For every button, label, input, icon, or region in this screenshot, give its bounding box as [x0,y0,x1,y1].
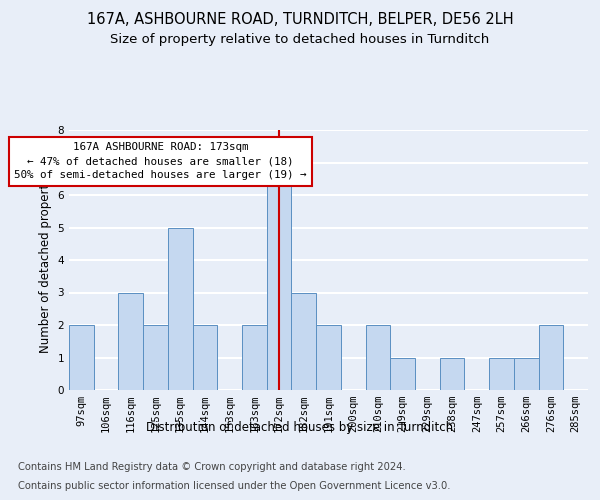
Bar [440,358,464,390]
Text: Contains HM Land Registry data © Crown copyright and database right 2024.: Contains HM Land Registry data © Crown c… [18,462,406,472]
Bar [316,325,341,390]
Bar [292,292,316,390]
Text: 167A ASHBOURNE ROAD: 173sqm
← 47% of detached houses are smaller (18)
50% of sem: 167A ASHBOURNE ROAD: 173sqm ← 47% of det… [14,142,307,180]
Bar [489,358,514,390]
Bar [168,228,193,390]
Text: Distribution of detached houses by size in Turnditch: Distribution of detached houses by size … [146,421,454,434]
Bar [69,325,94,390]
Bar [118,292,143,390]
Bar [514,358,539,390]
Bar [242,325,267,390]
Y-axis label: Number of detached properties: Number of detached properties [39,167,52,353]
Bar [143,325,168,390]
Bar [365,325,390,390]
Bar [539,325,563,390]
Bar [193,325,217,390]
Text: 167A, ASHBOURNE ROAD, TURNDITCH, BELPER, DE56 2LH: 167A, ASHBOURNE ROAD, TURNDITCH, BELPER,… [86,12,514,28]
Bar [267,162,292,390]
Text: Contains public sector information licensed under the Open Government Licence v3: Contains public sector information licen… [18,481,451,491]
Bar [390,358,415,390]
Text: Size of property relative to detached houses in Turnditch: Size of property relative to detached ho… [110,32,490,46]
